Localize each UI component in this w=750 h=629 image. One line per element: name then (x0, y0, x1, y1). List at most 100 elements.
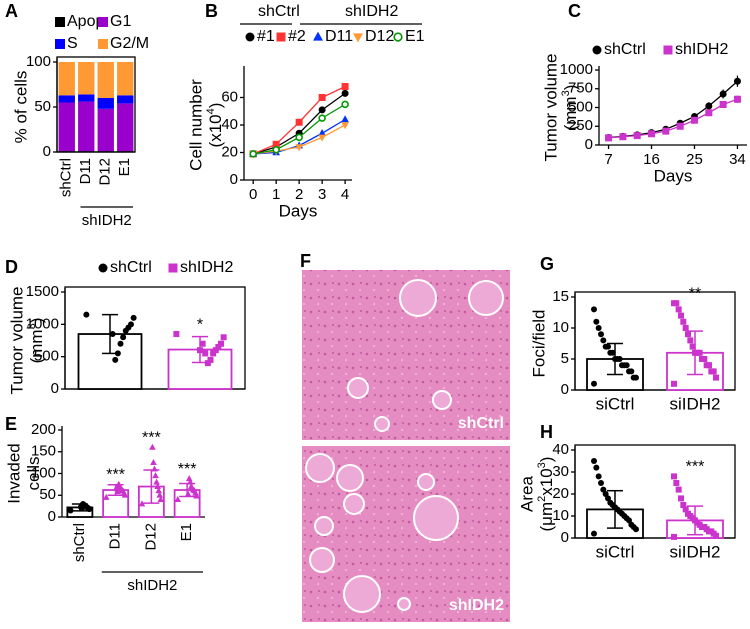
data-point (83, 311, 90, 318)
x-axis-label: Days (654, 166, 693, 185)
data-point (619, 133, 627, 141)
data-point (173, 331, 180, 338)
data-point (109, 331, 116, 338)
x-tick-label: siIDH2 (669, 394, 720, 413)
data-point (67, 507, 74, 514)
y-axis-label-part: (mm (561, 96, 580, 130)
data-point (607, 349, 614, 356)
legend-label: Apop (67, 13, 104, 30)
y-tick-label: 1000 (26, 315, 59, 332)
y-tick-label: 0 (230, 171, 238, 188)
data-point (678, 312, 684, 319)
data-point (341, 83, 349, 90)
bar (77, 333, 143, 390)
panel-label: D (5, 257, 18, 277)
data-point (682, 506, 689, 513)
foci-outlines (305, 279, 504, 613)
data-point (680, 318, 687, 325)
x-tick-label: D12 (142, 523, 159, 551)
y-tick-label: 750 (568, 80, 593, 97)
data-point (671, 380, 677, 387)
data-point (185, 475, 193, 482)
data-point (713, 374, 719, 381)
y-axis-label: Area (517, 476, 536, 512)
y-tick-label: 500 (568, 98, 593, 115)
data-point (318, 134, 326, 142)
data-point (593, 318, 600, 325)
data-point (272, 145, 280, 154)
y-axis-label-superscript: 4 (205, 108, 217, 114)
legend-marker (168, 263, 178, 273)
data-point (295, 144, 303, 152)
data-point (341, 122, 349, 130)
x-tick-label: D11 (77, 158, 94, 184)
bar-segment (117, 151, 134, 152)
data-point (591, 530, 597, 537)
data-point (218, 340, 224, 347)
legend-marker (592, 45, 602, 55)
data-point (705, 109, 713, 117)
y-axis-label-superscript: 3 (26, 323, 38, 329)
data-point (600, 337, 607, 344)
x-tick-label: 3 (318, 186, 326, 203)
data-point (708, 368, 715, 375)
data-point (675, 486, 682, 493)
legend-swatch (55, 17, 65, 27)
panel-label: C (568, 1, 581, 21)
bar-segment (117, 103, 134, 152)
data-point (249, 150, 257, 158)
data-point (602, 343, 609, 350)
series-line (608, 98, 738, 139)
y-axis-label-superscript: 3 (536, 462, 548, 468)
y-axis-label: (x104) (205, 103, 226, 148)
data-point (703, 362, 710, 369)
legend-group-label: shCtrl (258, 3, 300, 20)
data-point (130, 314, 137, 321)
legend-swatch (98, 17, 108, 27)
x-tick-label: siIDH2 (669, 542, 720, 561)
data-point (607, 499, 614, 506)
y-tick-label: 40 (221, 116, 238, 133)
bar-segment (58, 151, 75, 152)
y-tick-label: 0 (51, 380, 59, 397)
data-point (341, 89, 349, 97)
y-axis-label: (mm3) (560, 85, 581, 131)
bar-segment (117, 62, 134, 96)
y-axis-label-part: ) (537, 457, 556, 463)
bar-segment (78, 101, 95, 152)
y-axis-label-part: (mm (27, 329, 46, 363)
data-point (605, 495, 611, 502)
data-point (676, 122, 684, 130)
legend-label: S (67, 35, 78, 52)
data-point (628, 521, 635, 528)
legend-label: D12 (365, 28, 394, 45)
y-tick-label: 200 (31, 421, 56, 438)
data-point (602, 491, 609, 497)
data-point (619, 362, 625, 369)
y-axis-label: % of cells (11, 71, 30, 144)
y-tick-label: 50 (39, 486, 56, 503)
y-axis-label-part: cells (24, 456, 43, 490)
data-point (689, 343, 696, 350)
y-tick-label: 10 (552, 319, 569, 336)
bar-segment (58, 62, 75, 96)
legend-label: #2 (288, 28, 306, 45)
legend-label: shCtrl (110, 259, 152, 276)
panel-label: B (205, 1, 218, 21)
group-label: shIDH2 (127, 577, 177, 594)
data-point (102, 493, 110, 500)
y-tick-label: 15 (552, 288, 569, 305)
bar-segment (117, 95, 134, 104)
y-axis-label-part: ) (561, 85, 580, 91)
data-point (687, 337, 694, 344)
legend-label: E1 (405, 28, 425, 45)
data-point (155, 487, 162, 494)
legend-marker (245, 32, 255, 42)
y-axis-label: Cell number (186, 79, 205, 171)
bar-segment (97, 151, 114, 152)
data-point (154, 482, 161, 489)
y-tick-label: 20 (221, 143, 238, 160)
significance-label: *** (686, 459, 705, 476)
data-point (605, 134, 613, 142)
